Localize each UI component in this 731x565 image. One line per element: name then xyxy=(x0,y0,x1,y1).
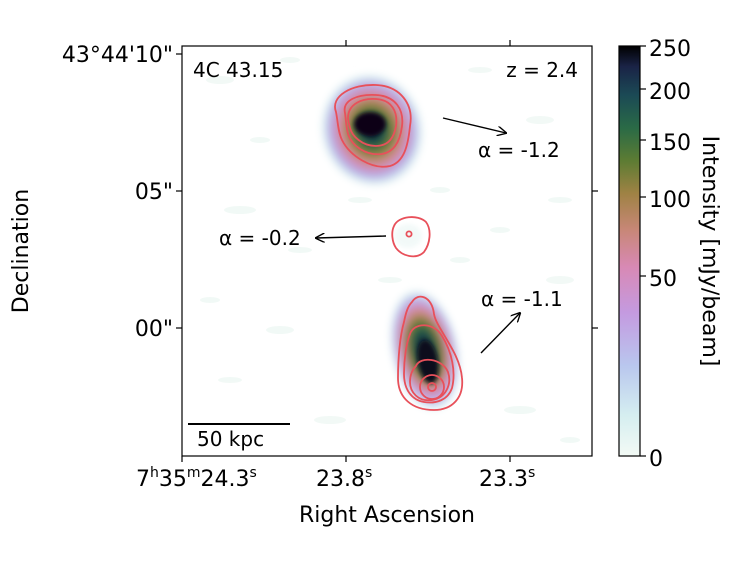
alpha-core-arrow xyxy=(316,236,387,238)
image-panel xyxy=(182,46,592,456)
colorbar-tick-label: 200 xyxy=(649,80,691,105)
redshift-label: z = 2.4 xyxy=(506,58,578,82)
x-tick-label: 23.3s xyxy=(479,465,535,492)
y-axis-label: Declination xyxy=(9,189,34,313)
y-tick-label: 05" xyxy=(135,180,173,205)
colorbar xyxy=(618,45,641,457)
colorbar-tick-label: 50 xyxy=(649,267,677,292)
south-contours xyxy=(397,295,464,411)
alpha-north-arrow xyxy=(442,117,506,133)
north-contours xyxy=(334,84,412,168)
tick-marks xyxy=(176,40,598,462)
plot-frame xyxy=(181,45,593,457)
colorbar-label: Intensity [mJy/beam] xyxy=(697,136,722,367)
south-lobe-peak xyxy=(417,340,439,384)
y-tick-label: 43°44'10" xyxy=(62,43,173,68)
x-tick-label-first: 7h35m24.3s xyxy=(136,465,257,492)
colorbar-tick-label: 0 xyxy=(649,447,663,472)
colorbar-tick-label: 250 xyxy=(649,37,691,62)
background-noise xyxy=(200,57,580,443)
x-axis-label: Right Ascension xyxy=(299,503,475,528)
colorbar-ticks xyxy=(640,45,646,457)
core-contours xyxy=(391,216,431,258)
alpha-south-label: α = -1.1 xyxy=(481,287,563,311)
north-lobe-peak xyxy=(354,112,386,136)
source-name-label: 4C 43.15 xyxy=(193,58,283,82)
scale-bar-label: 50 kpc xyxy=(197,427,264,451)
colorbar-tick-label: 150 xyxy=(649,131,691,156)
y-tick-label: 00" xyxy=(135,317,173,342)
alpha-south-arrow xyxy=(480,313,520,354)
colorbar-tick-label: 100 xyxy=(649,188,691,213)
alpha-north-label: α = -1.2 xyxy=(478,138,560,162)
alpha-core-label: α = -0.2 xyxy=(219,226,301,250)
x-tick-label: 23.8s xyxy=(316,465,372,492)
